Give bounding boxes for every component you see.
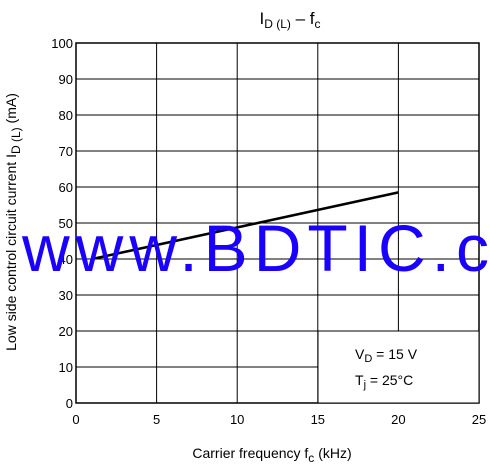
x-tick-label: 20 bbox=[391, 412, 405, 427]
y-tick-label: 10 bbox=[59, 360, 73, 375]
series-group bbox=[91, 191, 399, 261]
y-tick-label: 40 bbox=[59, 252, 73, 267]
y-tick-label: 100 bbox=[51, 36, 73, 51]
y-axis-label: Low side control circuit current ID (L) … bbox=[3, 93, 23, 351]
annotation-box bbox=[317, 330, 480, 404]
x-tick-label: 0 bbox=[72, 412, 79, 427]
x-tick-label: 10 bbox=[230, 412, 244, 427]
x-tick-label: 25 bbox=[472, 412, 486, 427]
annotation-vd: VD = 15 V bbox=[355, 346, 418, 365]
watermark-text: www.BDTIC.com bbox=[21, 211, 490, 285]
y-tick-label: 0 bbox=[66, 396, 73, 411]
x-tick-label: 5 bbox=[153, 412, 160, 427]
y-tick-label: 20 bbox=[59, 324, 73, 339]
x-tick-label: 15 bbox=[311, 412, 325, 427]
chart-title: ID (L) – fc bbox=[259, 9, 320, 31]
x-axis-ticks: 0 5 10 15 20 25 bbox=[72, 412, 486, 427]
x-axis-label: Carrier frequency fc (kHz) bbox=[192, 445, 351, 465]
series-line-0 bbox=[91, 191, 399, 261]
y-tick-label: 80 bbox=[59, 108, 73, 123]
plot-frame bbox=[75, 42, 480, 404]
y-tick-label: 70 bbox=[59, 144, 73, 159]
y-tick-label: 60 bbox=[59, 180, 73, 195]
annotation-tj: Tj = 25°C bbox=[355, 372, 413, 391]
y-tick-label: 90 bbox=[59, 72, 73, 87]
y-tick-label: 30 bbox=[59, 288, 73, 303]
y-tick-label: 50 bbox=[59, 216, 73, 231]
y-axis-ticks: 0 10 20 30 40 50 60 70 80 90 100 bbox=[51, 36, 73, 411]
